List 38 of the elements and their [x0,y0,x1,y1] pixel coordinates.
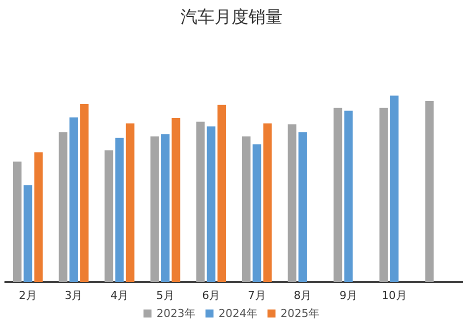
x-tick-label: 3月 [64,289,83,302]
bar [379,108,388,282]
x-tick-label: 4月 [110,289,128,302]
bar [80,104,89,282]
bar [69,117,78,282]
bar [58,132,68,282]
x-tick-label: 9月 [340,289,358,302]
bar [242,136,251,282]
bar [263,123,272,282]
bar [150,136,159,282]
bar [172,118,180,282]
legend-label: 2023年 [156,307,196,320]
bar [344,110,353,282]
x-tick-label: 2月 [18,289,37,302]
x-tick-label: 8月 [294,289,312,302]
chart-title: 汽车月度销量 [180,8,282,28]
bar [34,152,43,282]
bar [196,122,205,282]
bar [298,132,307,282]
bar [252,144,262,282]
bar [425,101,434,282]
bar [334,108,342,282]
bar [115,138,124,282]
bar [104,150,114,282]
bar [24,185,32,282]
bar [288,124,296,282]
bar [206,126,216,282]
legend-label: 2024年 [218,307,258,320]
bar [161,134,170,282]
bar [126,123,134,282]
bar [390,96,399,282]
x-tick-label: 5月 [156,289,174,302]
x-tick-label: 10月 [382,289,407,302]
x-tick-label: 6月 [202,289,220,302]
x-tick-label: 7月 [248,289,266,302]
legend-label: 2025年 [280,307,320,320]
bar [217,104,226,282]
bar [13,162,22,282]
